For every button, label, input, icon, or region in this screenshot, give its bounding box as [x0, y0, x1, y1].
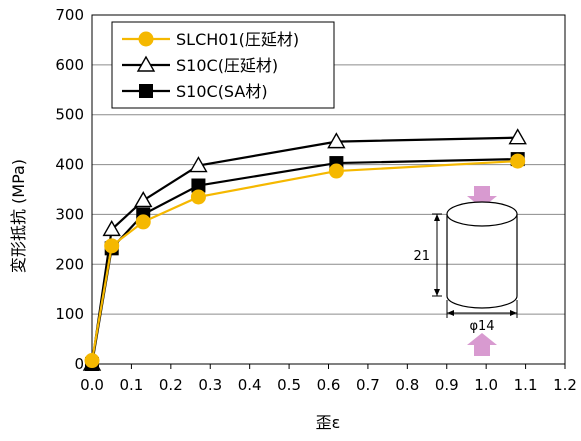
x-tick-label: 0.7 — [356, 376, 380, 394]
x-tick-label: 0.4 — [238, 376, 262, 394]
x-tick-label: 0.6 — [317, 376, 341, 394]
legend-entry: S10C(圧延材) — [122, 55, 278, 75]
data-point — [104, 238, 120, 254]
series-0 — [84, 153, 526, 369]
data-point — [508, 128, 527, 145]
diameter-arrowhead — [510, 310, 517, 316]
diameter-arrowhead — [447, 310, 454, 316]
series-line — [90, 157, 518, 365]
cylinder-bottom — [446, 295, 518, 309]
compress-arrow-bottom — [467, 333, 497, 356]
y-tick-label: 200 — [55, 255, 84, 273]
x-tick-label: 0.9 — [435, 376, 459, 394]
inset-diagram: 21 φ14 — [413, 186, 518, 356]
legend-label: S10C(圧延材) — [176, 56, 278, 75]
data-point — [327, 132, 346, 149]
x-tick-label: 0.0 — [80, 376, 104, 394]
data-point — [510, 153, 526, 169]
data-point — [328, 163, 344, 179]
x-tick-label: 0.3 — [198, 376, 222, 394]
height-arrowhead — [434, 289, 440, 296]
x-tick-label: 0.5 — [277, 376, 301, 394]
data-point — [135, 214, 151, 230]
diameter-label: φ14 — [469, 319, 494, 334]
y-tick-label: 300 — [55, 205, 84, 223]
legend-entry: S10C(SA材) — [122, 82, 268, 101]
compress-arrow-top — [467, 186, 497, 208]
legend-entry: SLCH01(圧延材) — [122, 30, 299, 49]
legend-marker — [139, 84, 153, 98]
legend-label: SLCH01(圧延材) — [176, 30, 299, 49]
axis-layer: 0 100 200 300 400 500 600 700 0.0 0.1 0.2 0.3 0.4 0.5… — [55, 6, 577, 394]
y-tick-label: 600 — [55, 56, 84, 74]
legend-marker — [138, 31, 154, 47]
x-tick-label: 1.0 — [474, 376, 498, 394]
legend: SLCH01(圧延材) S10C(圧延材) S10C(SA材) — [111, 21, 335, 109]
series-1 — [82, 128, 527, 371]
cylinder-top — [446, 201, 518, 227]
y-tick-label: 100 — [55, 305, 84, 323]
height-label: 21 — [413, 249, 430, 264]
x-tick-label: 1.2 — [553, 376, 577, 394]
series-line — [90, 159, 518, 361]
data-point — [189, 156, 208, 173]
data-point — [190, 189, 206, 205]
y-tick-label: 700 — [55, 6, 84, 24]
y-tick-label: 400 — [55, 156, 84, 174]
data-point — [102, 219, 121, 237]
x-tick-label: 0.1 — [119, 376, 143, 394]
x-tick-label: 0.8 — [395, 376, 419, 394]
legend-label: S10C(SA材) — [176, 82, 268, 101]
height-arrowhead — [434, 214, 440, 221]
legend-marker — [136, 55, 156, 72]
data-point — [84, 353, 100, 369]
series-layer — [82, 128, 527, 371]
x-tick-label: 0.2 — [159, 376, 183, 394]
series-2 — [85, 152, 525, 371]
x-tick-label: 1.1 — [514, 376, 538, 394]
y-tick-label: 0 — [74, 355, 84, 373]
x-axis-label: 歪ε — [316, 413, 341, 432]
y-axis-label: 変形抵抗 (MPa) — [9, 159, 28, 273]
series-line — [90, 136, 518, 365]
y-tick-label: 500 — [55, 106, 84, 124]
data-point — [134, 191, 153, 208]
